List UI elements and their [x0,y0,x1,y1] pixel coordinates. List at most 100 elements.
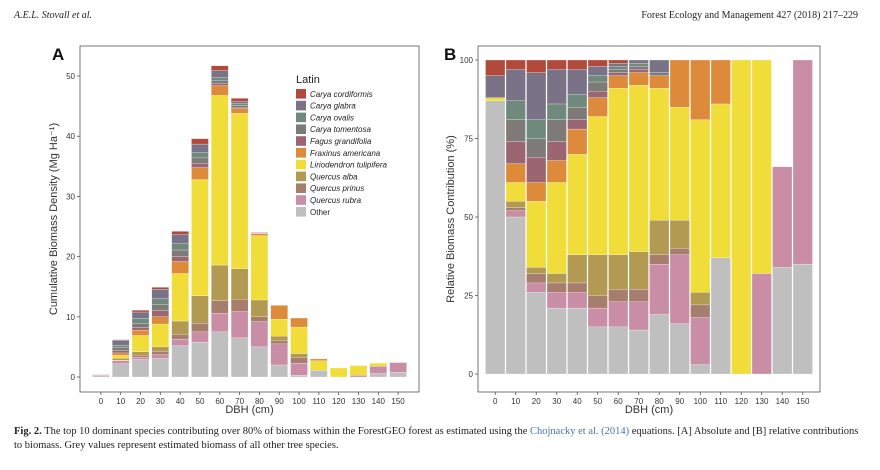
bar-segment [211,83,229,86]
bar-segment [526,59,547,73]
bar-segment [211,65,229,71]
bar-segment [710,257,731,375]
bar-segment [230,98,249,102]
bar-segment [270,364,288,378]
x-tick-label: 80 [255,397,264,406]
bar-segment [505,201,526,208]
bar-segment [546,292,567,309]
bar-segment [608,289,629,302]
bar-segment [587,116,608,255]
figure-caption: Fig. 2. The top 10 dominant species cont… [14,425,864,453]
legend-title: Latin [296,74,320,86]
bar-segment [349,375,368,378]
bar-segment [131,311,150,319]
legend-entry: Quercus prinus [310,184,364,193]
bar-segment [587,75,608,83]
bar-segment [290,357,308,364]
bar-segment [290,363,308,376]
running-header-journal: Forest Ecology and Management 427 (2018)… [641,10,858,21]
panel-letter: A [52,45,64,64]
bar-segment [608,63,629,67]
bar-segment [567,307,588,375]
bar-segment [191,295,209,324]
bar-segment [608,72,629,76]
bar-segment [131,323,150,328]
bar-segment [546,103,567,120]
bar-segment [669,59,690,108]
bar-segment [526,182,547,202]
bar-segment [485,59,506,76]
bar-segment [628,329,649,375]
bar-segment [151,346,169,352]
bar-segment [211,70,229,78]
x-tick-label: 60 [614,397,623,406]
bar-segment [546,273,567,284]
bar-segment [505,100,526,120]
legend-swatch [296,171,306,182]
bar-segment [131,318,150,324]
x-tick-label: 130 [755,397,769,406]
bar-segment [567,292,588,309]
bar-segment [171,243,189,251]
bar-segment [546,307,567,375]
bar-segment [250,316,269,322]
bar-segment [567,106,588,120]
bar-segment [171,234,189,244]
legend-swatch [296,124,306,134]
x-axis-label: DBH (cm) [225,404,273,416]
bar-segment [151,354,169,359]
bar-segment [230,105,249,108]
y-tick-label: 30 [66,192,75,201]
bar-segment [649,88,670,221]
bar-segment [546,119,567,142]
legend-entry: Carya ovalis [310,113,354,122]
bar-segment [112,350,130,354]
y-axis-label: Relative Biomass Contribution (%) [445,135,457,303]
legend-swatch [296,100,306,111]
bar-segment [151,287,169,290]
bar-segment [546,182,567,274]
bar-segment [567,254,588,284]
bar-segment [505,59,526,70]
bar-segment [171,231,189,235]
bar-segment [112,355,130,359]
bar-segment [230,107,249,109]
bar-segment [485,75,506,98]
caption-citation-link[interactable]: Chojnacky et al. (2014) [530,426,630,437]
y-tick-label: 0 [71,373,76,382]
bar-segment [211,85,229,96]
bar-segment [330,367,348,378]
bar-segment [230,113,249,269]
bar-segment [772,267,793,375]
bar-segment [171,345,189,378]
bar-segment [546,69,567,105]
bar-segment [290,317,308,328]
bar-segment [290,326,308,354]
bar-segment [608,69,629,73]
bar-segment [389,372,407,378]
bar-segment [587,326,608,375]
bar-segment [628,59,649,64]
legend-entry: Quercus rubra [310,196,362,205]
x-tick-label: 30 [156,397,165,406]
bar-segment [112,347,130,351]
bar-segment [669,323,690,375]
bar-segment [751,59,772,274]
bar-segment [151,310,169,317]
bar-segment [628,63,649,67]
bar-segment [731,59,752,375]
bar-segment [369,366,387,374]
bar-segment [112,352,130,356]
bar-segment [112,360,130,364]
bar-segment [772,166,793,268]
bar-segment [526,138,547,158]
bar-segment [567,128,588,155]
legend-swatch [296,183,306,193]
bar-segment [191,152,209,159]
bar-segment [628,84,649,252]
legend-swatch [296,112,306,123]
bar-segment [690,59,711,120]
bar-segment [191,143,209,153]
bar-segment [230,299,249,312]
bar-segment [131,327,150,331]
